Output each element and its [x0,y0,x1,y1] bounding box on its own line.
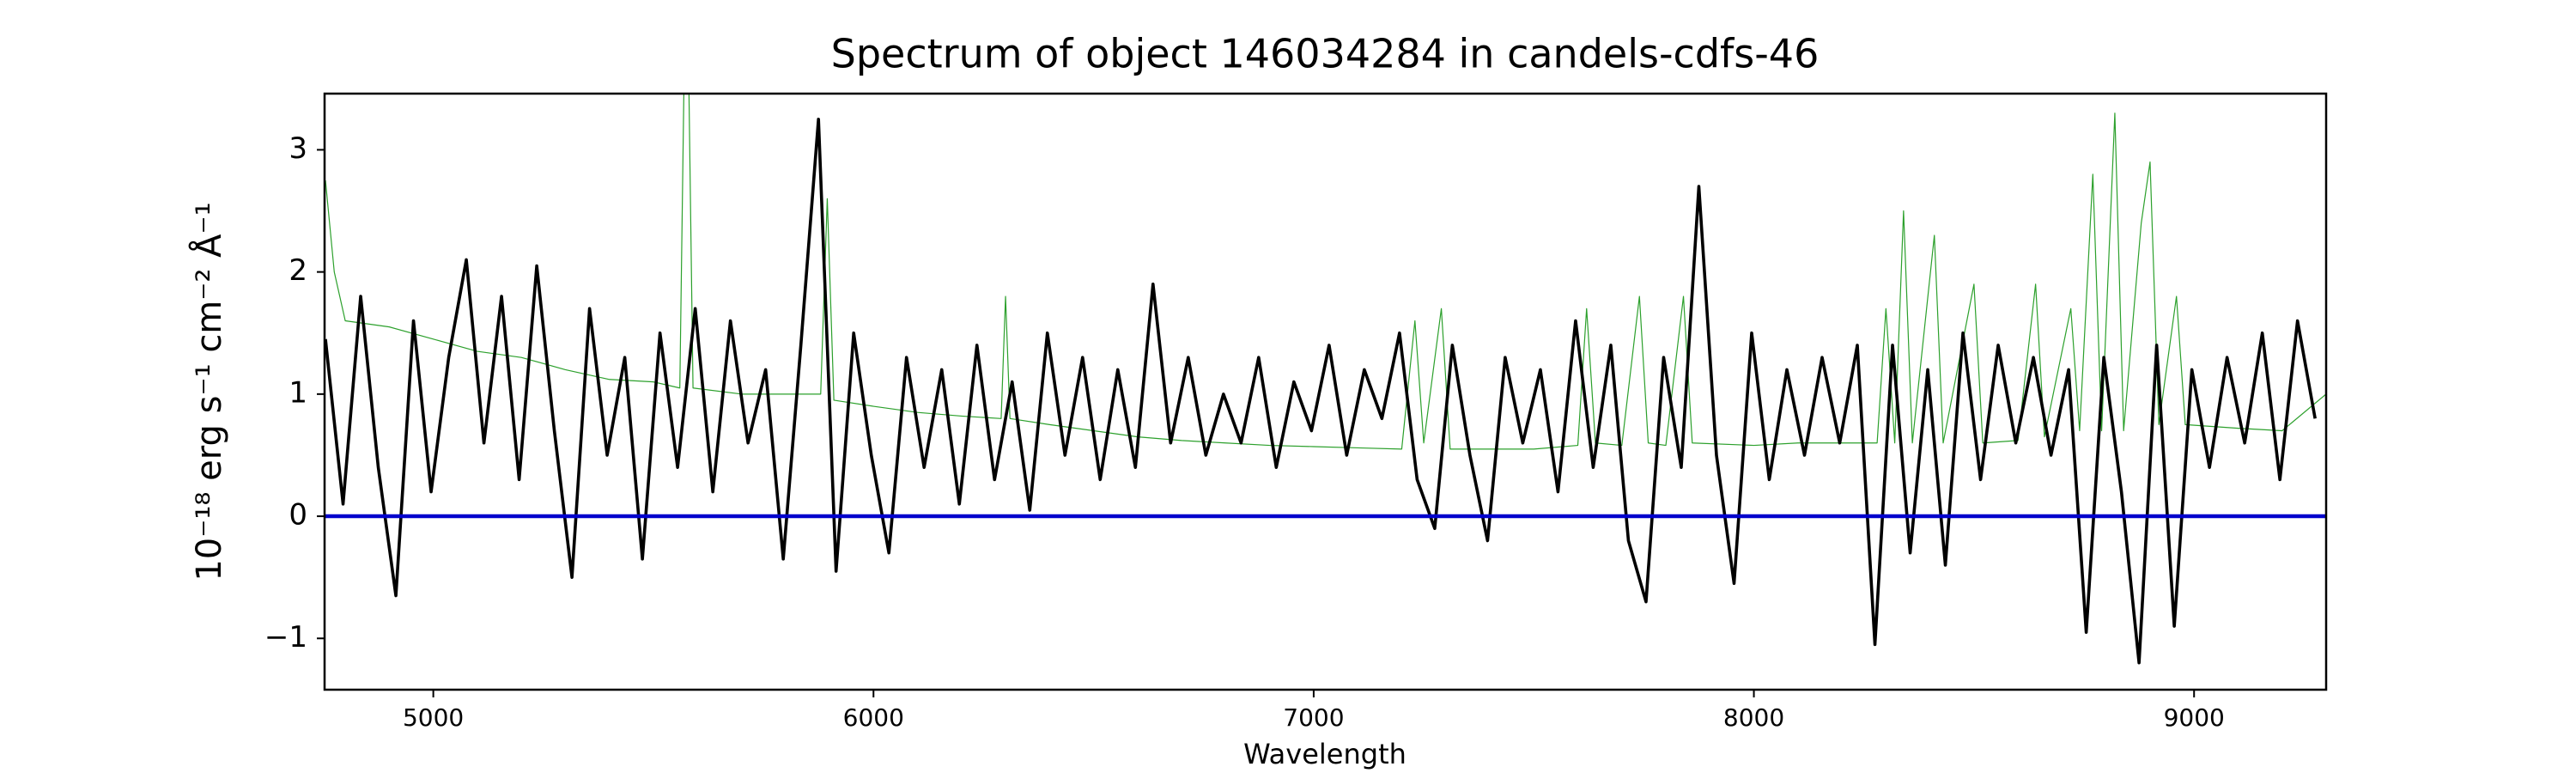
spectrum-line [325,94,2326,450]
x-tick-label: 9000 [2164,703,2225,732]
x-tick-label: 8000 [1723,703,1784,732]
x-tick-label: 5000 [403,703,464,732]
plot-area [325,94,2326,665]
y-axis-label: 10⁻¹⁸ erg s⁻¹ cm⁻² Å⁻¹ [188,202,229,581]
chart-title: Spectrum of object 146034284 in candels-… [831,31,1820,77]
x-axis-label: Wavelength [1243,738,1406,770]
plot-frame [323,92,2328,691]
y-tick-label: 0 [289,498,307,533]
y-tick-label: 2 [289,253,307,288]
y-tick-label: 1 [289,375,307,410]
y-tick-label: −1 [264,620,307,654]
x-tick-label: 7000 [1283,703,1344,732]
spectrum-line [325,118,2317,665]
x-tick-label: 6000 [843,703,904,732]
y-tick-label: 3 [289,131,307,166]
